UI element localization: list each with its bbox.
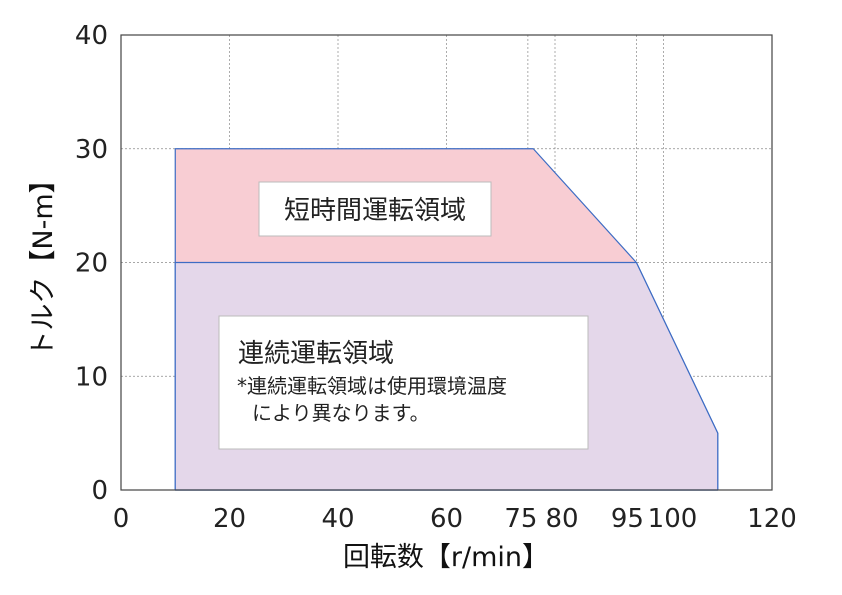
short-term-region-label: 短時間運転領域 [284,196,466,226]
tick-labels: 0 20 40 60 75 80 95 100 120 0 10 20 30 40 [75,21,797,534]
x-tick-label-3: 60 [430,504,463,534]
y-tick-label-3: 30 [75,135,108,165]
x-tick-label-2: 40 [321,504,354,534]
x-tick-label-0: 0 [113,504,130,534]
x-tick-label-8: 120 [747,504,797,534]
continuous-note-line2: により異なります。 [252,401,430,425]
x-axis-label: 回転数【r/min】 [343,542,549,573]
x-tick-label-1: 20 [213,504,246,534]
short-term-label-box [258,181,492,237]
plot-frame [120,34,773,491]
x-tick-label-6: 95 [611,504,644,534]
y-axis-label: トルク【N-m】 [28,166,59,357]
x-tick-label-5: 80 [545,504,578,534]
y-tick-label-4: 40 [75,21,108,51]
y-tick-label-0: 0 [91,476,108,506]
x-tick-label-4: 75 [504,504,537,534]
y-tick-label-1: 10 [75,362,108,392]
continuous-note-line1: *連続運転領域は使用環境温度 [237,374,507,398]
x-tick-label-7: 100 [648,504,698,534]
y-tick-label-2: 20 [75,249,108,279]
continuous-region-label: 連続運転領域 [238,339,394,369]
continuous-label-box [218,315,589,450]
